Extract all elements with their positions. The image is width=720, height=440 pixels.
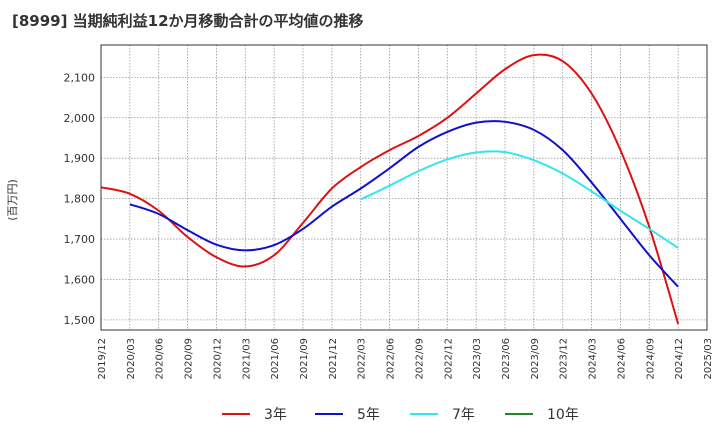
y-axis-ticks: 1,500 1,600 1,700 1,800 1,900 2,000 2,100 — [64, 71, 96, 327]
x-tick-label: 2021/03 — [241, 338, 252, 380]
legend-label: 7年 — [452, 407, 475, 423]
x-tick-label: 2020/06 — [155, 338, 166, 380]
x-tick-label: 2024/03 — [588, 338, 599, 380]
x-axis-ticks: 2019/12 2020/03 2020/06 2020/09 2020/12 2021/… — [97, 338, 714, 380]
series-line-7年 — [360, 150, 679, 249]
y-tick-label: 1,900 — [64, 152, 96, 165]
x-tick-label: 2021/12 — [328, 338, 339, 380]
series-lines — [100, 53, 680, 325]
x-tick-label: 2023/09 — [530, 338, 541, 380]
x-tick-label: 2024/09 — [645, 338, 656, 380]
x-tick-label: 2022/09 — [414, 338, 425, 380]
x-tick-label: 2020/12 — [212, 338, 223, 380]
x-tick-label: 2020/03 — [126, 338, 137, 380]
x-tick-label: 2025/03 — [703, 338, 714, 380]
y-tick-label: 2,000 — [64, 112, 96, 125]
x-tick-label: 2024/06 — [616, 338, 627, 380]
series-line-3年 — [100, 53, 680, 325]
legend: 3年 5年 7年 10年 — [222, 407, 579, 423]
x-tick-label: 2023/03 — [472, 338, 483, 380]
legend-label: 5年 — [357, 407, 380, 423]
x-tick-label: 2023/06 — [501, 338, 512, 380]
plot-border — [100, 44, 708, 331]
x-tick-label: 2021/06 — [270, 338, 281, 380]
legend-label: 10年 — [547, 407, 579, 423]
x-tick-label: 2024/12 — [674, 338, 685, 380]
x-tick-label: 2023/12 — [559, 338, 570, 380]
series-line-5年 — [129, 120, 679, 288]
grid — [101, 45, 707, 330]
legend-label: 3年 — [264, 407, 287, 423]
y-axis-label: (百万円) — [6, 179, 19, 221]
x-tick-label: 2020/09 — [184, 338, 195, 380]
x-tick-label: 2022/06 — [386, 338, 397, 380]
x-tick-label: 2022/12 — [443, 338, 454, 380]
y-tick-label: 1,700 — [64, 233, 96, 246]
y-tick-label: 2,100 — [64, 71, 96, 84]
y-tick-label: 1,800 — [64, 193, 96, 206]
chart-title: [8999] 当期純利益12か月移動合計の平均値の推移 — [12, 12, 364, 30]
x-tick-label: 2021/09 — [299, 338, 310, 380]
y-tick-label: 1,600 — [64, 273, 96, 286]
y-tick-label: 1,500 — [64, 314, 96, 327]
plot-background — [101, 45, 707, 330]
x-tick-label: 2022/03 — [357, 338, 368, 380]
x-tick-label: 2019/12 — [97, 338, 108, 380]
